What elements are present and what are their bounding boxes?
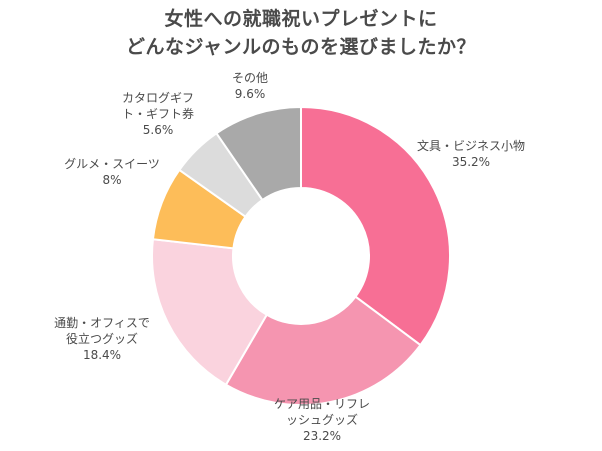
slice-value-label-4: 5.6% <box>143 123 174 137</box>
chart-title-line1: 女性への就職祝いプレゼントに <box>164 8 438 30</box>
slice-value-label-3: 8% <box>102 173 121 187</box>
donut-slice-2 <box>151 238 269 387</box>
slice-value-label-1: 23.2% <box>303 429 341 443</box>
chart-title-line2: どんなジャンルのものを選びましたか？ <box>125 36 477 58</box>
slice-label-4-line-1: ト・ギフト券 <box>122 106 194 121</box>
slice-label-2-line-0: 通勤・オフィスで <box>54 316 150 330</box>
slice-label-5-line-0: その他 <box>232 71 268 85</box>
slice-label-4-line-0: カタログギフ <box>122 91 194 105</box>
slice-value-label-5: 9.6% <box>235 87 266 101</box>
slice-value-label-2: 18.4% <box>83 348 121 362</box>
slice-value-label-0: 35.2% <box>452 155 490 169</box>
slice-label-3-line-0: グルメ・スイーツ <box>64 157 160 171</box>
slice-label-0-line-0: 文具・ビジネス小物 <box>417 138 525 153</box>
donut-slice-0 <box>300 105 451 347</box>
slice-label-1-line-1: ッシュグッズ <box>286 412 358 427</box>
slice-label-2-line-1: 役立つグッズ <box>66 331 138 346</box>
slice-label-1-line-0: ケア用品・リフレ <box>274 397 370 411</box>
donut-slice-1 <box>224 295 422 406</box>
donut-slice-5 <box>215 105 302 202</box>
